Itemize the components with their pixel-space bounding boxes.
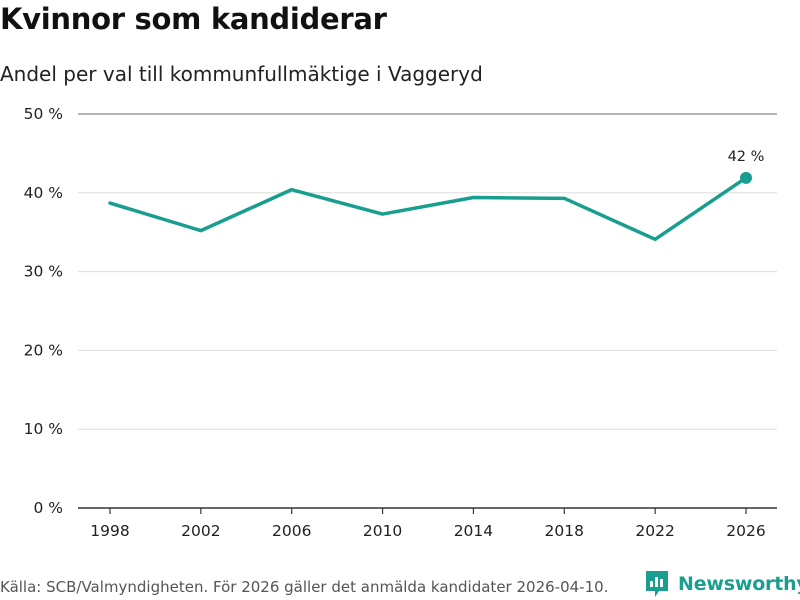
brand-name: Newsworthy bbox=[678, 573, 800, 595]
source-note: Källa: SCB/Valmyndigheten. För 2026 gäll… bbox=[0, 578, 609, 596]
x-tick-label: 2026 bbox=[726, 522, 765, 540]
chart-subtitle: Andel per val till kommunfullmäktige i V… bbox=[0, 62, 483, 86]
x-tick-label: 2018 bbox=[545, 522, 584, 540]
x-tick-label: 1998 bbox=[90, 522, 129, 540]
y-tick-label: 40 % bbox=[24, 184, 63, 202]
point-value-label: 42 % bbox=[728, 149, 765, 165]
y-tick-label: 10 % bbox=[24, 420, 63, 438]
brand-logo[interactable]: Newsworthy bbox=[644, 569, 800, 599]
y-tick-label: 30 % bbox=[24, 263, 63, 281]
y-tick-label: 50 % bbox=[24, 105, 63, 123]
x-tick-label: 2010 bbox=[363, 522, 402, 540]
x-tick-label: 2014 bbox=[454, 522, 493, 540]
x-tick-label: 2006 bbox=[272, 522, 311, 540]
x-tick-label: 2002 bbox=[181, 522, 220, 540]
x-tick-label: 2022 bbox=[635, 522, 674, 540]
chart-title: Kvinnor som kandiderar bbox=[0, 2, 387, 36]
y-tick-label: 0 % bbox=[33, 499, 63, 517]
newsworthy-icon bbox=[646, 571, 668, 597]
y-tick-label: 20 % bbox=[24, 341, 63, 359]
last-point-marker bbox=[740, 171, 752, 184]
series-line bbox=[108, 176, 748, 242]
